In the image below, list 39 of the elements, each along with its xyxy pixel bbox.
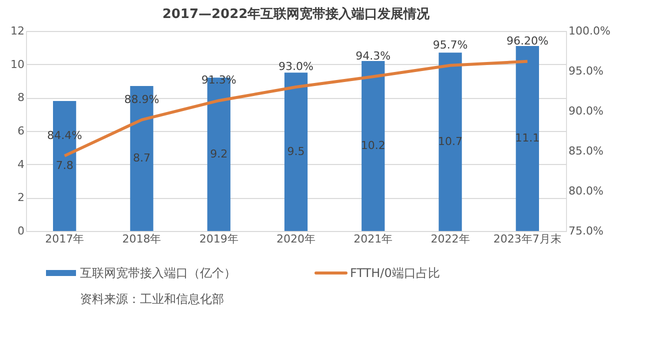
y-tick-label: 8 — [18, 91, 24, 104]
y2-tick-label: 80.0% — [568, 184, 604, 198]
x-tick-label: 2019年 — [199, 232, 238, 246]
y2-tick-label: 100.0% — [568, 24, 610, 38]
legend-label: 互联网宽带接入端口（亿个） — [80, 266, 236, 280]
x-tick-label: 2018年 — [122, 232, 162, 246]
y-tick-label: 4 — [18, 158, 24, 171]
data-label: 96.20% — [506, 34, 548, 48]
x-tick-label: 2020年 — [276, 232, 316, 246]
x-tick-label: 2017年 — [45, 232, 84, 246]
data-label: 11.1 — [515, 132, 540, 144]
y-tick-label: 2 — [18, 191, 24, 204]
x-tick-label: 2021年 — [354, 232, 393, 246]
bar — [362, 61, 385, 231]
data-label: 9.5 — [287, 144, 305, 158]
y2-tick-label: 85.0% — [568, 144, 604, 158]
bar — [438, 52, 462, 231]
y2-tick-label: 75.0% — [568, 224, 604, 238]
x-tick-label: 2022年 — [430, 232, 470, 246]
y-tick-label: 10 — [10, 58, 24, 71]
data-label: 9.2 — [210, 147, 228, 160]
data-label: 93.0% — [278, 60, 314, 73]
data-label: 95.7% — [432, 38, 468, 52]
y-tick-label: 6 — [18, 124, 24, 138]
data-label: 8.7 — [132, 152, 150, 164]
y2-tick-label: 95.0% — [568, 64, 604, 78]
y-tick-label: 0 — [18, 224, 24, 238]
data-label: 7.8 — [56, 159, 74, 172]
bar — [284, 72, 308, 231]
y-tick-label: 12 — [10, 24, 24, 38]
x-tick-label: 2023年7月末 — [493, 232, 562, 246]
data-label: 94.3% — [356, 50, 391, 63]
chart-title: 2017—2022年互联网宽带接入端口发展情况 — [162, 6, 431, 22]
legend-label: FTTH/0端口占比 — [350, 266, 440, 280]
text: 资料来源：工业和信息化部 — [80, 292, 224, 306]
data-label: 10.2 — [360, 139, 386, 152]
data-label: 10.7 — [438, 134, 463, 148]
bar — [516, 46, 539, 231]
y2-tick-label: 90.0% — [568, 104, 604, 118]
